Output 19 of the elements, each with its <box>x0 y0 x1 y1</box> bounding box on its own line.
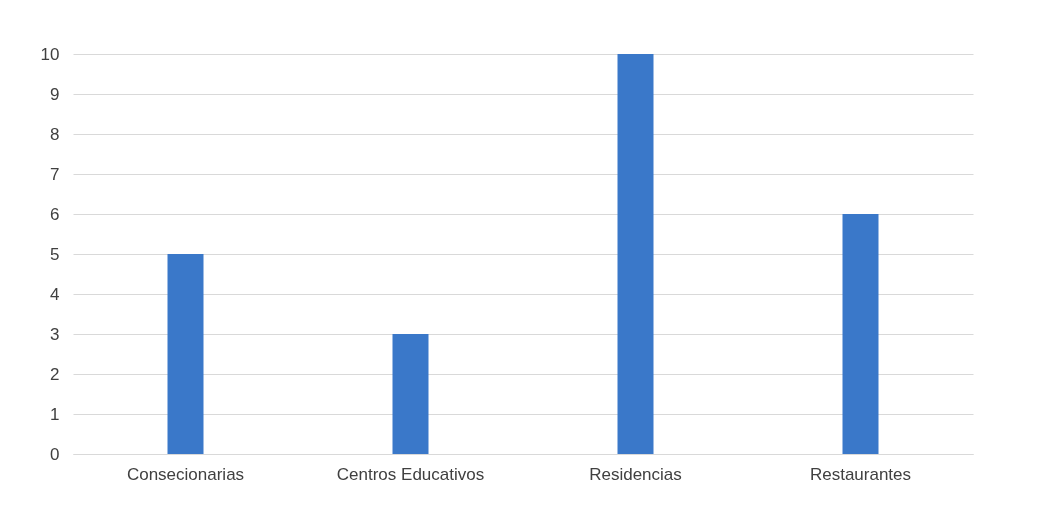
x-tick-label: Residencias <box>589 464 682 484</box>
y-tick-label: 8 <box>50 124 60 144</box>
y-tick-label: 10 <box>40 44 60 64</box>
x-tick-label: Consecionarias <box>126 464 245 484</box>
y-tick-label: 3 <box>50 324 60 344</box>
bar <box>392 334 429 454</box>
y-tick-label: 9 <box>50 84 60 104</box>
y-tick-label: 6 <box>50 204 60 224</box>
x-tick-label: Centros Educativos <box>336 464 485 484</box>
bar <box>167 254 204 454</box>
bar <box>842 214 879 454</box>
y-tick-label: 0 <box>50 444 60 464</box>
y-tick-label: 5 <box>50 244 60 264</box>
bar <box>617 54 654 454</box>
y-tick-label: 1 <box>50 404 60 424</box>
x-tick-label: Restaurantes <box>809 464 912 484</box>
y-tick-label: 4 <box>50 284 60 304</box>
y-tick-label: 7 <box>50 164 60 184</box>
y-tick-label: 2 <box>50 364 60 384</box>
